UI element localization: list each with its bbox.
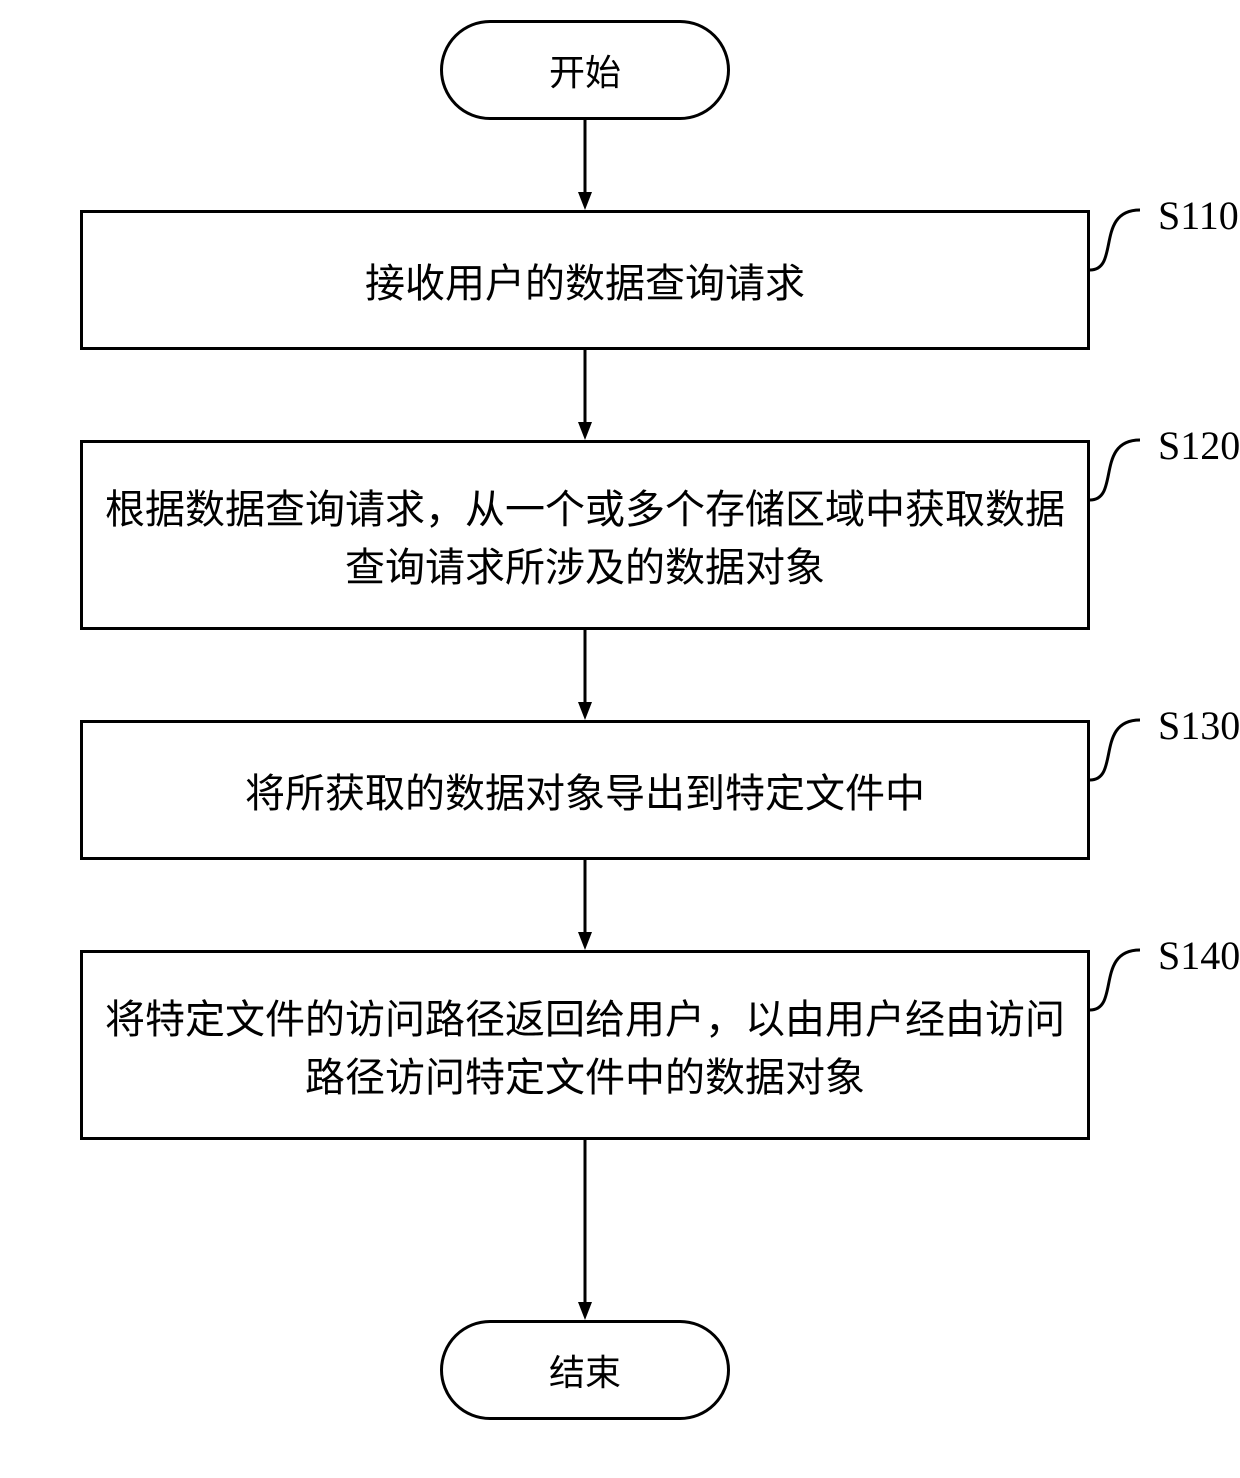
node-text: 根据数据查询请求，从一个或多个存储区域中获取数据查询请求所涉及的数据对象 [103, 477, 1067, 593]
node-end: 结束 [440, 1320, 730, 1420]
step-curl-s130 [1090, 710, 1150, 790]
node-text: 接收用户的数据查询请求 [365, 251, 805, 309]
step-label-s110: S110 [1158, 192, 1239, 239]
step-curl-s120 [1090, 430, 1150, 510]
node-s120: 根据数据查询请求，从一个或多个存储区域中获取数据查询请求所涉及的数据对象 [80, 440, 1090, 630]
step-curl-s110 [1090, 200, 1150, 280]
step-label-s120: S120 [1158, 422, 1240, 469]
node-text: 将特定文件的访问路径返回给用户，以由用户经由访问路径访问特定文件中的数据对象 [103, 987, 1067, 1103]
step-curl-s140 [1090, 940, 1150, 1020]
step-label-s140: S140 [1158, 932, 1240, 979]
flowchart-canvas: 开始接收用户的数据查询请求 S110 根据数据查询请求，从一个或多个存储区域中获取数… [0, 0, 1240, 1478]
edge-s130-s140 [565, 860, 605, 950]
edge-s120-s130 [565, 630, 605, 720]
node-text: 开始 [549, 44, 621, 96]
step-label-s130: S130 [1158, 702, 1240, 749]
edge-s140-end [565, 1140, 605, 1320]
node-s110: 接收用户的数据查询请求 [80, 210, 1090, 350]
node-s140: 将特定文件的访问路径返回给用户，以由用户经由访问路径访问特定文件中的数据对象 [80, 950, 1090, 1140]
node-s130: 将所获取的数据对象导出到特定文件中 [80, 720, 1090, 860]
edge-start-s110 [565, 120, 605, 210]
edge-s110-s120 [565, 350, 605, 440]
node-text: 将所获取的数据对象导出到特定文件中 [245, 761, 925, 819]
node-text: 结束 [549, 1344, 621, 1396]
node-start: 开始 [440, 20, 730, 120]
